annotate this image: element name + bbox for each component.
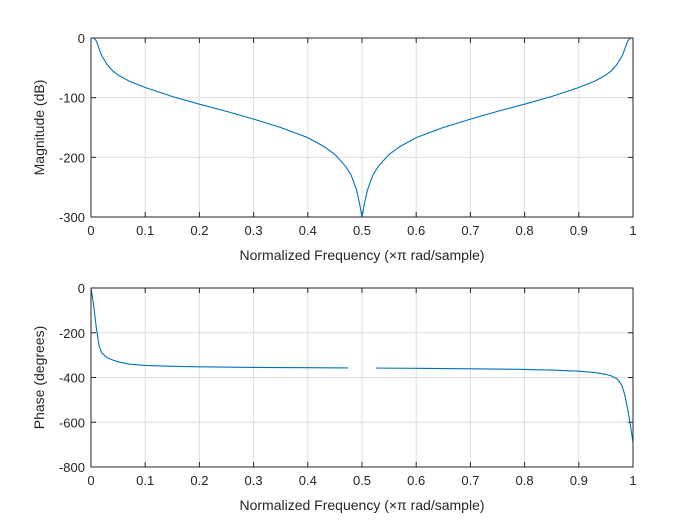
y-tick-label: -400 xyxy=(59,371,85,386)
y-axis-label: Magnitude (dB) xyxy=(31,80,47,176)
y-tick-label: -200 xyxy=(59,150,85,165)
axes-box xyxy=(90,37,634,218)
y-tick-label: 0 xyxy=(78,281,85,296)
x-tick-label: 0.3 xyxy=(245,473,263,488)
x-tick-label: 1 xyxy=(629,223,636,238)
subplot-2: 0 0.1 0.2 0.3 0.4 0.5 0.6 0.7 0.8 0.9 1 0 -200 -400 -6… xyxy=(31,281,637,513)
x-tick-label: 0.3 xyxy=(245,223,263,238)
x-tick-label: 0.1 xyxy=(136,223,154,238)
x-tick-label: 0.8 xyxy=(516,473,534,488)
x-tick-label: 0.2 xyxy=(190,473,208,488)
y-tick-label: 0 xyxy=(78,31,85,46)
series-line xyxy=(90,287,348,369)
x-tick-label: 0.9 xyxy=(570,223,588,238)
x-tick-label: 0.7 xyxy=(461,473,479,488)
y-tick-label: -300 xyxy=(59,210,85,225)
x-axis-label: Normalized Frequency (×π rad/sample) xyxy=(239,247,484,263)
x-tick-label: 0.5 xyxy=(353,223,371,238)
x-tick-label: 0.9 xyxy=(570,473,588,488)
x-tick-label: 0 xyxy=(87,473,94,488)
y-tick-label: -600 xyxy=(59,415,85,430)
x-tick-label: 0.6 xyxy=(407,473,425,488)
y-tick-label: -100 xyxy=(59,91,85,106)
y-axis-label: Phase (degrees) xyxy=(31,326,47,430)
x-tick-label: 0.6 xyxy=(407,223,425,238)
x-tick-label: 0.4 xyxy=(299,223,317,238)
y-tick-label: -800 xyxy=(59,460,85,475)
x-tick-label: 0.4 xyxy=(299,473,317,488)
subplot-1: 0 0.1 0.2 0.3 0.4 0.5 0.6 0.7 0.8 0.9 1 0 -100 -200 -3… xyxy=(31,31,637,263)
x-tick-label: 0.8 xyxy=(516,223,534,238)
x-tick-label: 0.1 xyxy=(136,473,154,488)
axes-box xyxy=(90,287,634,468)
x-tick-label: 0.5 xyxy=(353,473,371,488)
x-tick-label: 0 xyxy=(87,223,94,238)
x-tick-label: 1 xyxy=(629,473,636,488)
x-axis-label: Normalized Frequency (×π rad/sample) xyxy=(239,497,484,513)
series-line xyxy=(376,367,634,443)
x-tick-label: 0.7 xyxy=(461,223,479,238)
y-tick-label: -200 xyxy=(59,326,85,341)
x-tick-label: 0.2 xyxy=(190,223,208,238)
